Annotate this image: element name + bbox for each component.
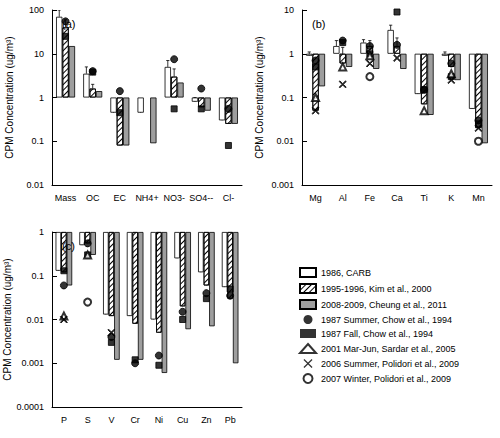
svg-text:CPM Concentration (ug/m³): CPM Concentration (ug/m³)	[254, 36, 265, 158]
svg-text:CPM Concentration (ug/m³): CPM Concentration (ug/m³)	[2, 258, 13, 380]
svg-text:2007 Winter, Polidori et al.,: 2007 Winter, Polidori et al., 2009	[321, 374, 451, 384]
svg-text:Zn: Zn	[201, 415, 212, 425]
svg-text:Cl-: Cl-	[223, 193, 235, 203]
svg-text:1: 1	[39, 227, 44, 237]
svg-text:Mn: Mn	[472, 193, 485, 203]
svg-text:10: 10	[34, 49, 44, 59]
svg-text:0.001: 0.001	[271, 180, 294, 190]
svg-text:1: 1	[289, 49, 294, 59]
svg-text:OC: OC	[86, 193, 100, 203]
svg-text:EC: EC	[114, 193, 127, 203]
svg-text:0.1: 0.1	[31, 136, 44, 146]
svg-text:(b): (b)	[312, 18, 325, 30]
svg-text:S: S	[85, 415, 91, 425]
svg-text:2006 Summer, Polidori et al.,: 2006 Summer, Polidori et al., 2009	[321, 359, 459, 369]
svg-text:Fe: Fe	[365, 193, 376, 203]
svg-text:NH4+: NH4+	[135, 193, 158, 203]
svg-text:NO3-: NO3-	[163, 193, 185, 203]
svg-text:1987 Summer, Chow et al., 1994: 1987 Summer, Chow et al., 1994	[321, 315, 452, 325]
svg-text:V: V	[108, 415, 114, 425]
svg-text:Ni: Ni	[155, 415, 164, 425]
svg-text:0.001: 0.001	[21, 358, 44, 368]
svg-text:Cu: Cu	[177, 415, 189, 425]
svg-text:CPM Concentration (ug/m³): CPM Concentration (ug/m³)	[4, 36, 15, 158]
svg-text:1987 Fall, Chow et al., 1994: 1987 Fall, Chow et al., 1994	[321, 329, 433, 339]
svg-text:Cr: Cr	[130, 415, 140, 425]
svg-text:K: K	[448, 193, 454, 203]
svg-text:Pb: Pb	[225, 415, 236, 425]
svg-text:2001 Mar-Jun, Sardar et al., 2: 2001 Mar-Jun, Sardar et al., 2005	[321, 344, 456, 354]
svg-text:(a): (a)	[62, 18, 75, 30]
svg-text:0.0001: 0.0001	[16, 402, 44, 412]
svg-text:SO4--: SO4--	[189, 193, 213, 203]
svg-text:0.01: 0.01	[26, 180, 44, 190]
svg-text:100: 100	[29, 5, 44, 15]
svg-text:Ca: Ca	[391, 193, 403, 203]
svg-text:0.01: 0.01	[26, 315, 44, 325]
svg-text:0.1: 0.1	[281, 93, 294, 103]
svg-text:Mass: Mass	[55, 193, 77, 203]
svg-text:0.01: 0.01	[276, 136, 294, 146]
svg-text:Ti: Ti	[421, 193, 428, 203]
svg-text:1: 1	[39, 93, 44, 103]
svg-text:P: P	[61, 415, 67, 425]
svg-text:1986, CARB: 1986, CARB	[321, 268, 371, 278]
svg-text:0.1: 0.1	[31, 271, 44, 281]
svg-text:2008-2009, Cheung et al., 2011: 2008-2009, Cheung et al., 2011	[321, 300, 447, 310]
svg-text:10: 10	[284, 5, 294, 15]
svg-text:(c): (c)	[62, 240, 75, 252]
svg-text:Mg: Mg	[309, 193, 322, 203]
svg-text:1995-1996, Kim et al., 2000: 1995-1996, Kim et al., 2000	[321, 284, 432, 294]
svg-text:Al: Al	[339, 193, 347, 203]
